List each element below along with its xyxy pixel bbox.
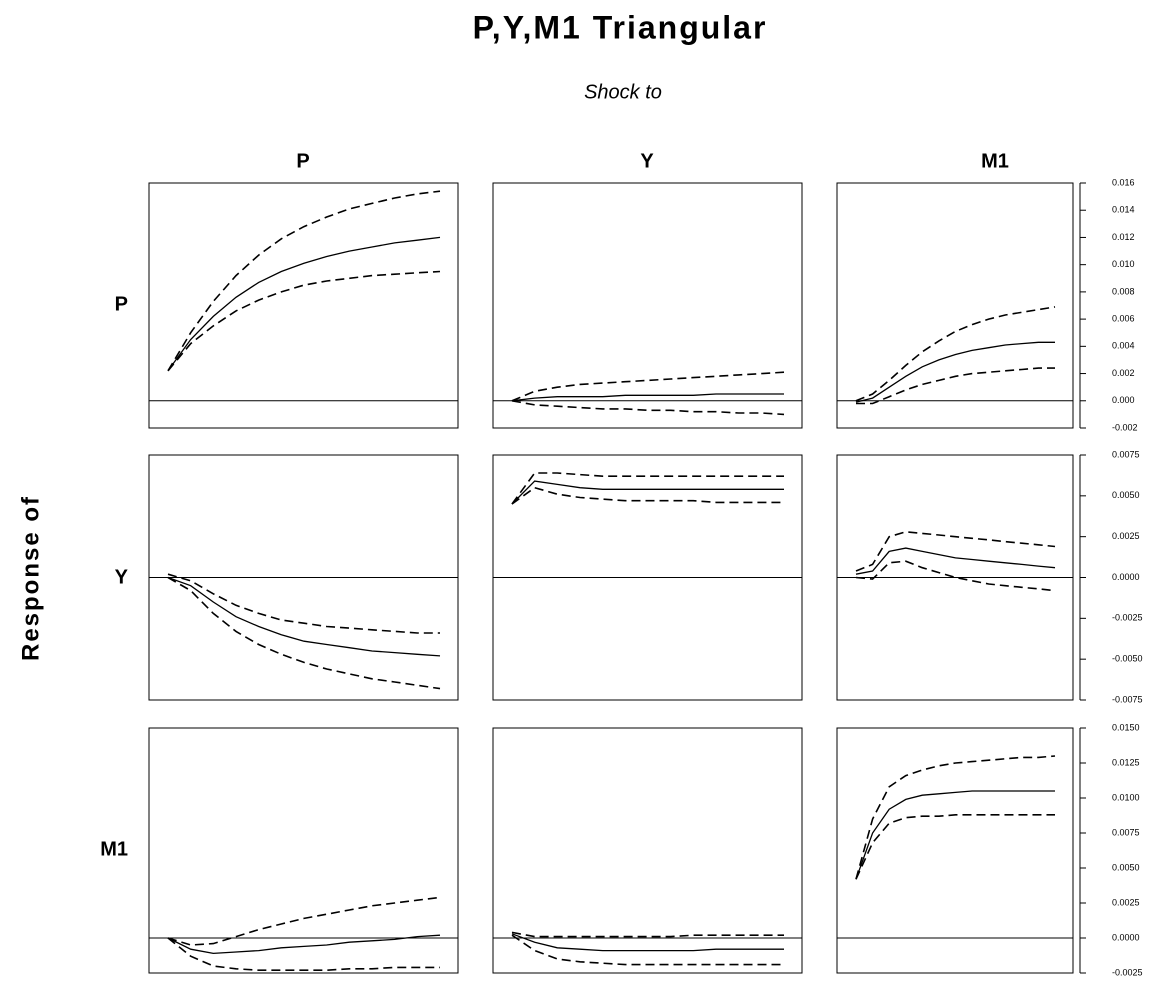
- response-line: [855, 341, 1055, 403]
- panel: [492, 182, 803, 429]
- y-tick-label: 0.010: [1112, 259, 1135, 269]
- y-tick-label: 0.016: [1112, 177, 1135, 187]
- chart-title: P,Y,M1 Triangular: [473, 9, 768, 45]
- panel: [492, 727, 803, 974]
- panel: [836, 182, 1074, 429]
- column-label: P: [296, 150, 309, 172]
- band-line: [511, 472, 784, 505]
- band-line: [511, 934, 784, 966]
- row-label: M1: [100, 838, 128, 860]
- y-tick-label: 0.012: [1112, 232, 1135, 242]
- band-line: [511, 371, 785, 402]
- panel: [836, 727, 1074, 974]
- response-line: [511, 393, 784, 402]
- band-line: [167, 190, 441, 372]
- band-line: [855, 560, 1056, 592]
- y-tick-label: 0.002: [1112, 368, 1135, 378]
- response-line: [855, 547, 1056, 575]
- y-tick-label: 0.014: [1112, 205, 1135, 215]
- y-tick-label: 0.0050: [1112, 862, 1140, 872]
- y-tick-label: -0.0075: [1112, 694, 1143, 704]
- band-line: [511, 400, 785, 416]
- y-tick-label: 0.0025: [1112, 897, 1140, 907]
- band-line: [511, 486, 784, 505]
- band-line: [167, 896, 441, 946]
- band-line: [167, 576, 441, 690]
- y-tick-label: -0.0025: [1112, 967, 1143, 977]
- y-tick-label: -0.0025: [1112, 613, 1143, 623]
- y-tick-label: 0.0125: [1112, 757, 1140, 767]
- response-line: [167, 934, 441, 955]
- band-line: [167, 937, 440, 971]
- band-line: [855, 530, 1056, 572]
- band-line: [511, 931, 784, 938]
- y-tick-label: 0.0050: [1112, 490, 1140, 500]
- column-label: Y: [640, 150, 654, 172]
- band-line: [167, 573, 440, 634]
- response-line: [167, 236, 441, 372]
- response-line: [855, 790, 1055, 880]
- y-tick-label: 0.006: [1112, 313, 1135, 323]
- y-tick-label: -0.0050: [1112, 654, 1143, 664]
- y-tick-label: 0.0150: [1112, 722, 1140, 732]
- subtitle: Shock to: [584, 81, 662, 103]
- response-line: [511, 933, 784, 952]
- row-label: Y: [115, 566, 129, 588]
- row-label: P: [115, 293, 128, 315]
- response-line: [511, 480, 784, 505]
- band-line: [855, 755, 1056, 880]
- response-line: [167, 576, 441, 657]
- band-line: [855, 814, 1055, 880]
- y-tick-label: 0.0100: [1112, 792, 1140, 802]
- band-line: [856, 367, 1055, 405]
- y-tick-label: 0.0000: [1112, 572, 1140, 582]
- y-tick-label: 0.0000: [1112, 932, 1140, 942]
- y-tick-label: 0.0075: [1112, 449, 1140, 459]
- y-tick-label: 0.000: [1112, 395, 1135, 405]
- band-line: [167, 270, 441, 372]
- y-axis-title: Response of: [17, 495, 44, 661]
- column-label: M1: [981, 150, 1009, 172]
- y-tick-label: -0.002: [1112, 422, 1138, 432]
- panel: [148, 727, 459, 974]
- y-tick-label: 0.004: [1112, 341, 1135, 351]
- y-tick-label: 0.0075: [1112, 827, 1140, 837]
- y-tick-label: 0.0025: [1112, 531, 1140, 541]
- y-tick-label: 0.008: [1112, 286, 1135, 296]
- panel: [148, 182, 459, 429]
